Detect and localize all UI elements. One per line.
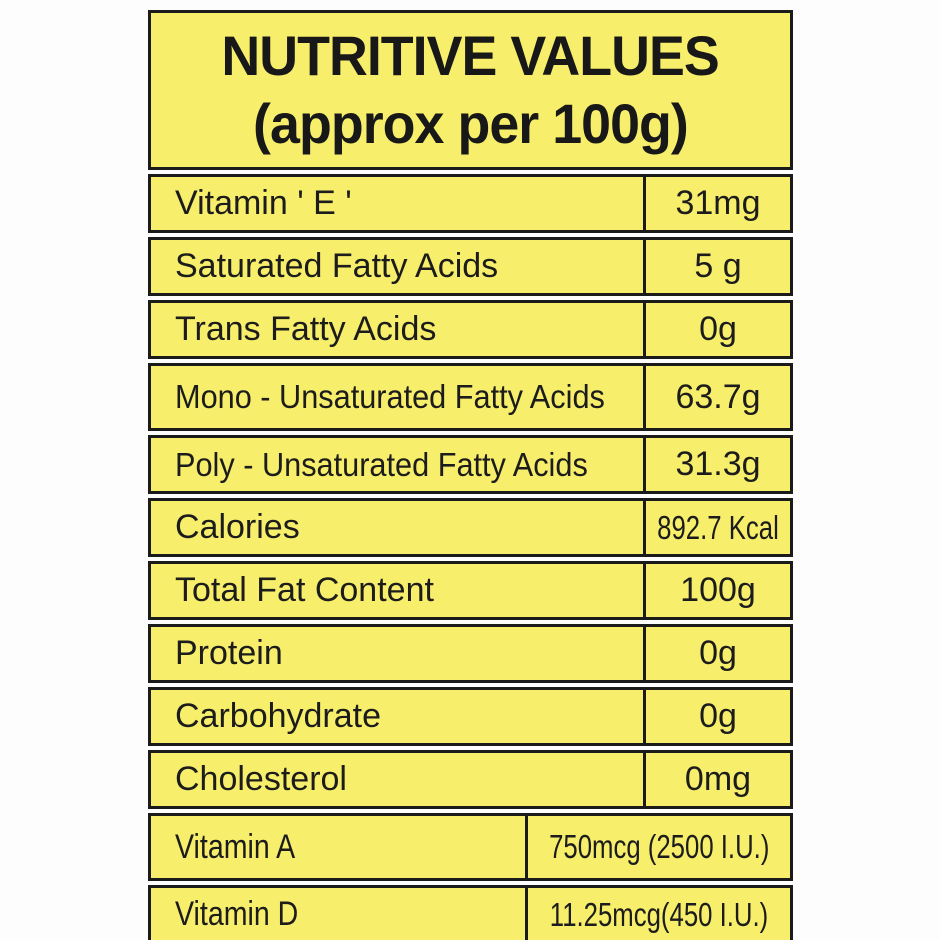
table-row: Vitamin A 750mcg (2500 I.U.) bbox=[148, 813, 793, 881]
row-value-text: 63.7g bbox=[675, 377, 761, 416]
table-row: Calories 892.7 Kcal bbox=[148, 498, 793, 557]
row-value: 0g bbox=[643, 627, 790, 680]
row-label: Calories bbox=[151, 501, 643, 554]
row-label-text: Carbohydrate bbox=[175, 697, 382, 735]
row-value: 750mcg (2500 I.U.) bbox=[525, 816, 790, 878]
table-row: Protein 0g bbox=[148, 624, 793, 683]
table-row: Poly - Unsaturated Fatty Acids 31.3g bbox=[148, 435, 793, 494]
row-value-text: 11.25mcg(450 I.U.) bbox=[549, 895, 769, 933]
table-row: Mono - Unsaturated Fatty Acids 63.7g bbox=[148, 363, 793, 431]
row-label-text: Vitamin ' E ' bbox=[175, 184, 352, 222]
table-row: Carbohydrate 0g bbox=[148, 687, 793, 746]
label-title-line1: NUTRITIVE VALUES bbox=[221, 23, 720, 87]
row-value: 31.3g bbox=[643, 438, 790, 491]
row-label: Vitamin A bbox=[151, 816, 525, 878]
row-label: Saturated Fatty Acids bbox=[151, 240, 643, 293]
row-label-text: Trans Fatty Acids bbox=[175, 310, 437, 348]
row-value: 100g bbox=[643, 564, 790, 617]
row-label-text: Saturated Fatty Acids bbox=[175, 247, 499, 285]
row-label: Total Fat Content bbox=[151, 564, 643, 617]
row-label-text: Calories bbox=[175, 508, 300, 546]
row-value-text: 31.3g bbox=[675, 445, 761, 483]
table-row: Trans Fatty Acids 0g bbox=[148, 300, 793, 359]
nutrition-label-header: NUTRITIVE VALUES (approx per 100g) bbox=[148, 10, 793, 170]
row-value-text: 892.7 Kcal bbox=[657, 508, 779, 546]
row-value-text: 5 g bbox=[694, 247, 742, 285]
row-label: Carbohydrate bbox=[151, 690, 643, 743]
row-value: 0g bbox=[643, 303, 790, 356]
nutrition-label: NUTRITIVE VALUES (approx per 100g) Vitam… bbox=[148, 10, 793, 940]
row-label: Trans Fatty Acids bbox=[151, 303, 643, 356]
table-row: Total Fat Content 100g bbox=[148, 561, 793, 620]
table-row: Cholesterol 0mg bbox=[148, 750, 793, 809]
row-value: 0mg bbox=[643, 753, 790, 806]
row-label: Cholesterol bbox=[151, 753, 643, 806]
row-value: 892.7 Kcal bbox=[643, 501, 790, 554]
row-label-text: Cholesterol bbox=[175, 760, 347, 798]
row-value-text: 31mg bbox=[675, 184, 761, 222]
table-row: Saturated Fatty Acids 5 g bbox=[148, 237, 793, 296]
row-label: Vitamin D bbox=[151, 888, 525, 940]
label-title-line2: (approx per 100g) bbox=[253, 92, 689, 155]
row-value: 63.7g bbox=[643, 366, 790, 428]
row-label-text: Vitamin D bbox=[175, 895, 299, 933]
row-label: Protein bbox=[151, 627, 643, 680]
table-row: Vitamin ' E ' 31mg bbox=[148, 174, 793, 233]
row-label-text: Poly - Unsaturated Fatty Acids bbox=[175, 445, 588, 483]
row-value: 0g bbox=[643, 690, 790, 743]
row-value: 11.25mcg(450 I.U.) bbox=[525, 888, 790, 940]
row-value-text: 0g bbox=[699, 697, 737, 735]
row-value-text: 750mcg (2500 I.U.) bbox=[548, 828, 770, 865]
row-value: 31mg bbox=[643, 177, 790, 230]
row-value: 5 g bbox=[643, 240, 790, 293]
row-label: Vitamin ' E ' bbox=[151, 177, 643, 230]
row-label-text: Protein bbox=[175, 634, 283, 672]
row-label-text: Vitamin A bbox=[175, 827, 296, 866]
row-label-text: Mono - Unsaturated Fatty Acids bbox=[175, 378, 605, 415]
row-label: Mono - Unsaturated Fatty Acids bbox=[151, 366, 643, 428]
row-value-text: 0mg bbox=[684, 760, 752, 798]
row-value-text: 0g bbox=[699, 310, 737, 348]
row-label-text: Total Fat Content bbox=[175, 571, 434, 609]
table-row: Vitamin D 11.25mcg(450 I.U.) bbox=[148, 885, 793, 940]
row-label: Poly - Unsaturated Fatty Acids bbox=[151, 438, 643, 491]
row-value-text: 0g bbox=[699, 634, 737, 672]
row-value-text: 100g bbox=[680, 571, 756, 609]
